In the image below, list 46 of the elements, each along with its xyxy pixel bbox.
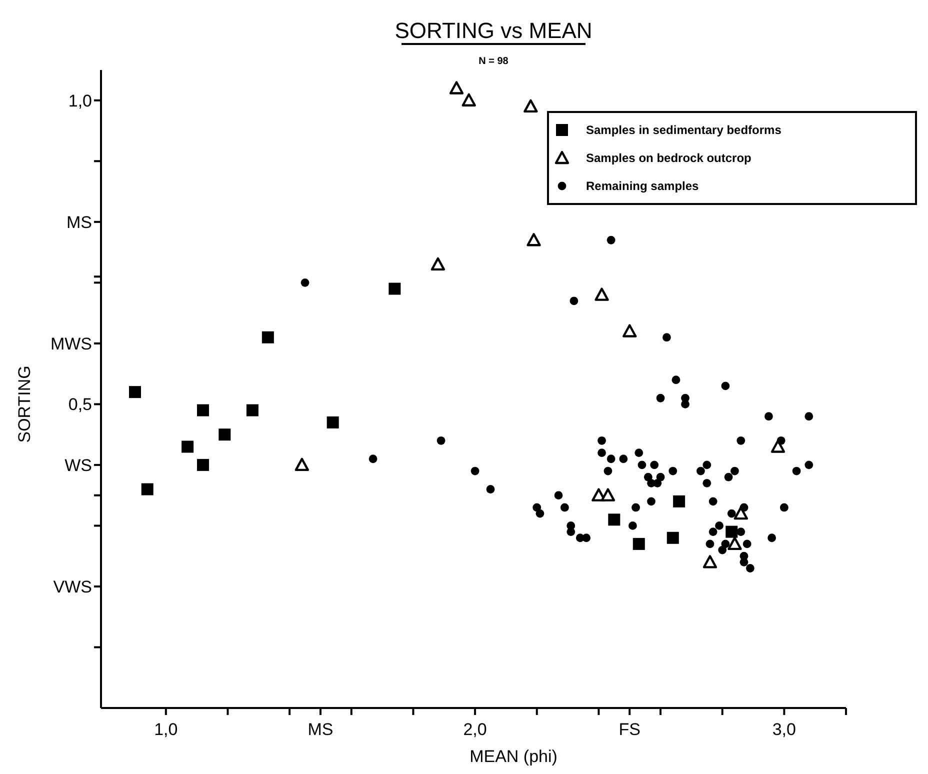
y-tick-label: MWS bbox=[50, 334, 92, 354]
point bbox=[666, 532, 679, 544]
point bbox=[770, 440, 786, 453]
point bbox=[702, 555, 718, 568]
y-tick-label: 0,5 bbox=[68, 395, 92, 414]
point bbox=[673, 495, 686, 508]
x-tick-label: 3,0 bbox=[772, 720, 796, 739]
point bbox=[129, 386, 142, 398]
point bbox=[197, 404, 210, 416]
chart-subtitle: N = 98 bbox=[478, 56, 509, 67]
legend-label: Remaining samples bbox=[586, 179, 700, 194]
point bbox=[182, 440, 194, 453]
y-tick-label: WS bbox=[64, 456, 92, 475]
point bbox=[524, 99, 538, 113]
legend-label: Samples on bedrock outcrop bbox=[586, 151, 752, 166]
point bbox=[608, 514, 620, 526]
point bbox=[246, 404, 258, 416]
x-tick-label: 2,0 bbox=[463, 720, 487, 739]
y-axis-title: SORTING bbox=[15, 366, 34, 443]
point bbox=[600, 488, 616, 502]
x-tick-label: 1,0 bbox=[154, 720, 178, 739]
point bbox=[594, 288, 609, 301]
point bbox=[622, 324, 637, 338]
x-tick-label: FS bbox=[618, 720, 640, 739]
point bbox=[449, 81, 464, 94]
point bbox=[632, 538, 645, 550]
legend-label: Samples in sedimentary bedforms bbox=[586, 123, 782, 138]
point bbox=[141, 483, 154, 496]
point bbox=[526, 233, 541, 246]
point bbox=[197, 458, 210, 471]
point bbox=[734, 506, 748, 520]
y-tick-label: VWS bbox=[53, 577, 92, 596]
chart-title: SORTING vs MEAN bbox=[394, 18, 592, 43]
point bbox=[726, 526, 738, 538]
point bbox=[294, 458, 310, 472]
x-axis-title: MEAN (phi) bbox=[470, 747, 558, 766]
y-tick-label: 1,0 bbox=[68, 91, 92, 110]
point bbox=[462, 93, 476, 106]
point bbox=[262, 331, 274, 344]
point bbox=[218, 428, 231, 441]
y-tick-label: MS bbox=[66, 212, 92, 232]
point bbox=[728, 536, 742, 550]
x-tick-label: MS bbox=[308, 720, 334, 739]
point bbox=[388, 282, 401, 295]
point bbox=[430, 257, 446, 271]
point bbox=[326, 416, 339, 428]
